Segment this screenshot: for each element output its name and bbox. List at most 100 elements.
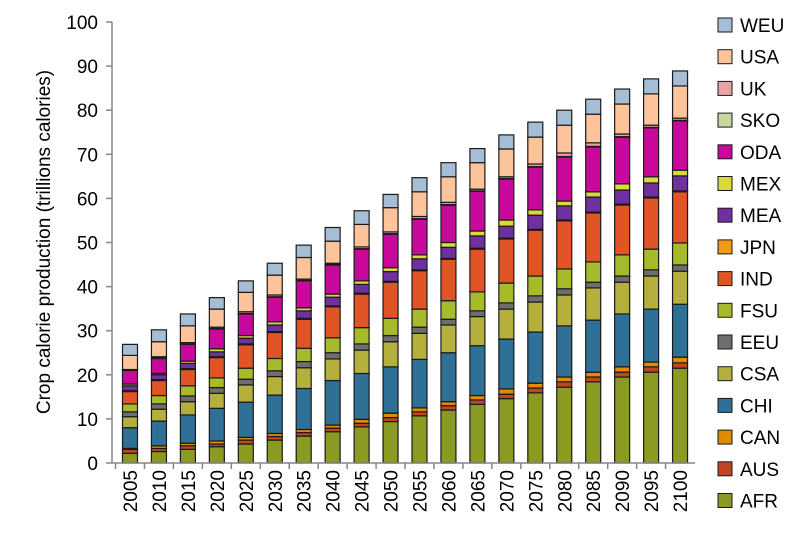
legend-swatch — [717, 176, 733, 191]
bar-segment-fsu — [671, 242, 689, 266]
bar-segment-oda — [150, 357, 168, 375]
bar-segment-mea — [614, 189, 631, 205]
x-tick-label: 2045 — [353, 470, 374, 512]
bar-segment-mea — [179, 362, 196, 370]
bar-segment-usa — [150, 341, 168, 358]
bar-segment-afr — [556, 386, 573, 464]
bar-segment-csa — [585, 287, 602, 321]
bar-segment-usa — [353, 223, 370, 248]
legend-label: UK — [740, 79, 767, 100]
legend-item-ind: IND — [717, 270, 773, 291]
bar-stack-2060 — [440, 162, 457, 464]
bar-segment-ind — [469, 248, 486, 293]
legend-item-aus: AUS — [717, 460, 779, 481]
x-tick-label: 2070 — [497, 470, 518, 512]
bar-segment-can — [642, 361, 660, 368]
legend-label: AFR — [740, 492, 778, 513]
x-tick-label: 2085 — [584, 470, 605, 512]
bar-segment-csa — [150, 408, 168, 422]
bar-segment-ind — [382, 281, 399, 319]
bar-segment-mex — [614, 183, 631, 191]
bar-segment-chi — [527, 331, 544, 384]
bar-segment-weu — [440, 162, 457, 178]
legend-item-jpn: JPN — [717, 238, 776, 259]
bar-segment-usa — [527, 136, 544, 165]
bar-segment-fsu — [237, 367, 254, 380]
legend-label: AUS — [740, 460, 779, 481]
legend-item-fsu: FSU — [717, 301, 778, 322]
bar-segment-can — [585, 371, 602, 378]
bar-segment-weu — [671, 70, 689, 87]
bar-stack-2010 — [150, 329, 168, 464]
bar-segment-chi — [208, 407, 225, 442]
bar-segment-eeu — [121, 411, 139, 418]
bar-segment-chi — [556, 325, 573, 378]
bar-stack-2015 — [179, 313, 196, 464]
bar-segment-chi — [179, 414, 196, 444]
bar-segment-fsu — [353, 327, 370, 345]
bar-segment-usa — [671, 85, 689, 119]
bar-segment-ind — [353, 293, 370, 329]
bar-segment-weu — [614, 88, 631, 105]
bar-segment-csa — [237, 384, 254, 403]
bar-segment-aus — [585, 376, 602, 383]
bar-segment-oda — [671, 120, 689, 171]
bar-segment-usa — [556, 124, 573, 154]
bar-segment-csa — [382, 341, 399, 368]
bar-stack-2020 — [208, 297, 225, 464]
bar-segment-csa — [411, 332, 428, 360]
bar-segment-fsu — [469, 291, 486, 312]
bar-segment-eeu — [295, 360, 312, 369]
bar-segment-mex — [498, 219, 515, 227]
legend-label: CHI — [740, 396, 773, 417]
bar-segment-eeu — [382, 334, 399, 343]
bar-segment-usa — [498, 148, 515, 178]
legend-swatch — [717, 302, 733, 318]
bar-segment-csa — [440, 324, 457, 354]
x-tick-label: 2050 — [382, 470, 403, 512]
bar-segment-afr — [411, 415, 428, 464]
bar-segment-afr — [671, 367, 689, 464]
bar-segment-eeu — [527, 295, 544, 303]
x-tick-label: 2005 — [121, 470, 142, 512]
bar-segment-ind — [556, 220, 573, 270]
bar-segment-oda — [585, 146, 602, 193]
bar-segment-oda — [527, 166, 544, 211]
legend-swatch — [717, 80, 733, 96]
bar-segment-csa — [266, 375, 283, 396]
bar-segment-ind — [671, 191, 689, 244]
bar-segment-afr — [353, 426, 370, 464]
legend-item-csa: CSA — [717, 365, 779, 386]
bar-segment-afr — [295, 435, 312, 464]
bar-segment-fsu — [614, 254, 631, 277]
bar-stack-2045 — [353, 210, 370, 464]
bar-segment-mea — [440, 246, 457, 259]
bar-segment-chi — [642, 308, 660, 363]
y-tick-label: 0 — [87, 454, 98, 475]
bar-segment-fsu — [179, 385, 196, 397]
bar-segment-fsu — [121, 403, 139, 413]
bar-segment-ind — [324, 306, 341, 339]
bar-segment-eeu — [208, 386, 225, 394]
bar-segment-can — [382, 412, 399, 419]
bar-segment-fsu — [266, 357, 283, 372]
bar-segment-afr — [237, 443, 254, 464]
legend-item-mex: MEX — [717, 175, 782, 196]
bar-segment-afr — [150, 450, 168, 464]
bar-segment-afr — [179, 448, 196, 464]
bar-segment-ind — [266, 331, 283, 360]
bar-segment-csa — [469, 315, 486, 347]
legend-swatch — [717, 49, 733, 65]
bar-segment-afr — [469, 403, 486, 464]
bar-segment-usa — [208, 308, 225, 328]
bar-stack-2035 — [295, 244, 312, 464]
bar-segment-oda — [179, 343, 196, 362]
legend-item-can: CAN — [717, 428, 780, 449]
bar-segment-aus — [642, 366, 660, 373]
bar-segment-eeu — [324, 352, 341, 360]
bar-segment-oda — [121, 369, 139, 385]
bar-segment-mea — [469, 235, 486, 249]
legend-swatch — [717, 207, 733, 223]
bar-stack-2055 — [411, 177, 428, 464]
bar-segment-weu — [585, 98, 602, 115]
